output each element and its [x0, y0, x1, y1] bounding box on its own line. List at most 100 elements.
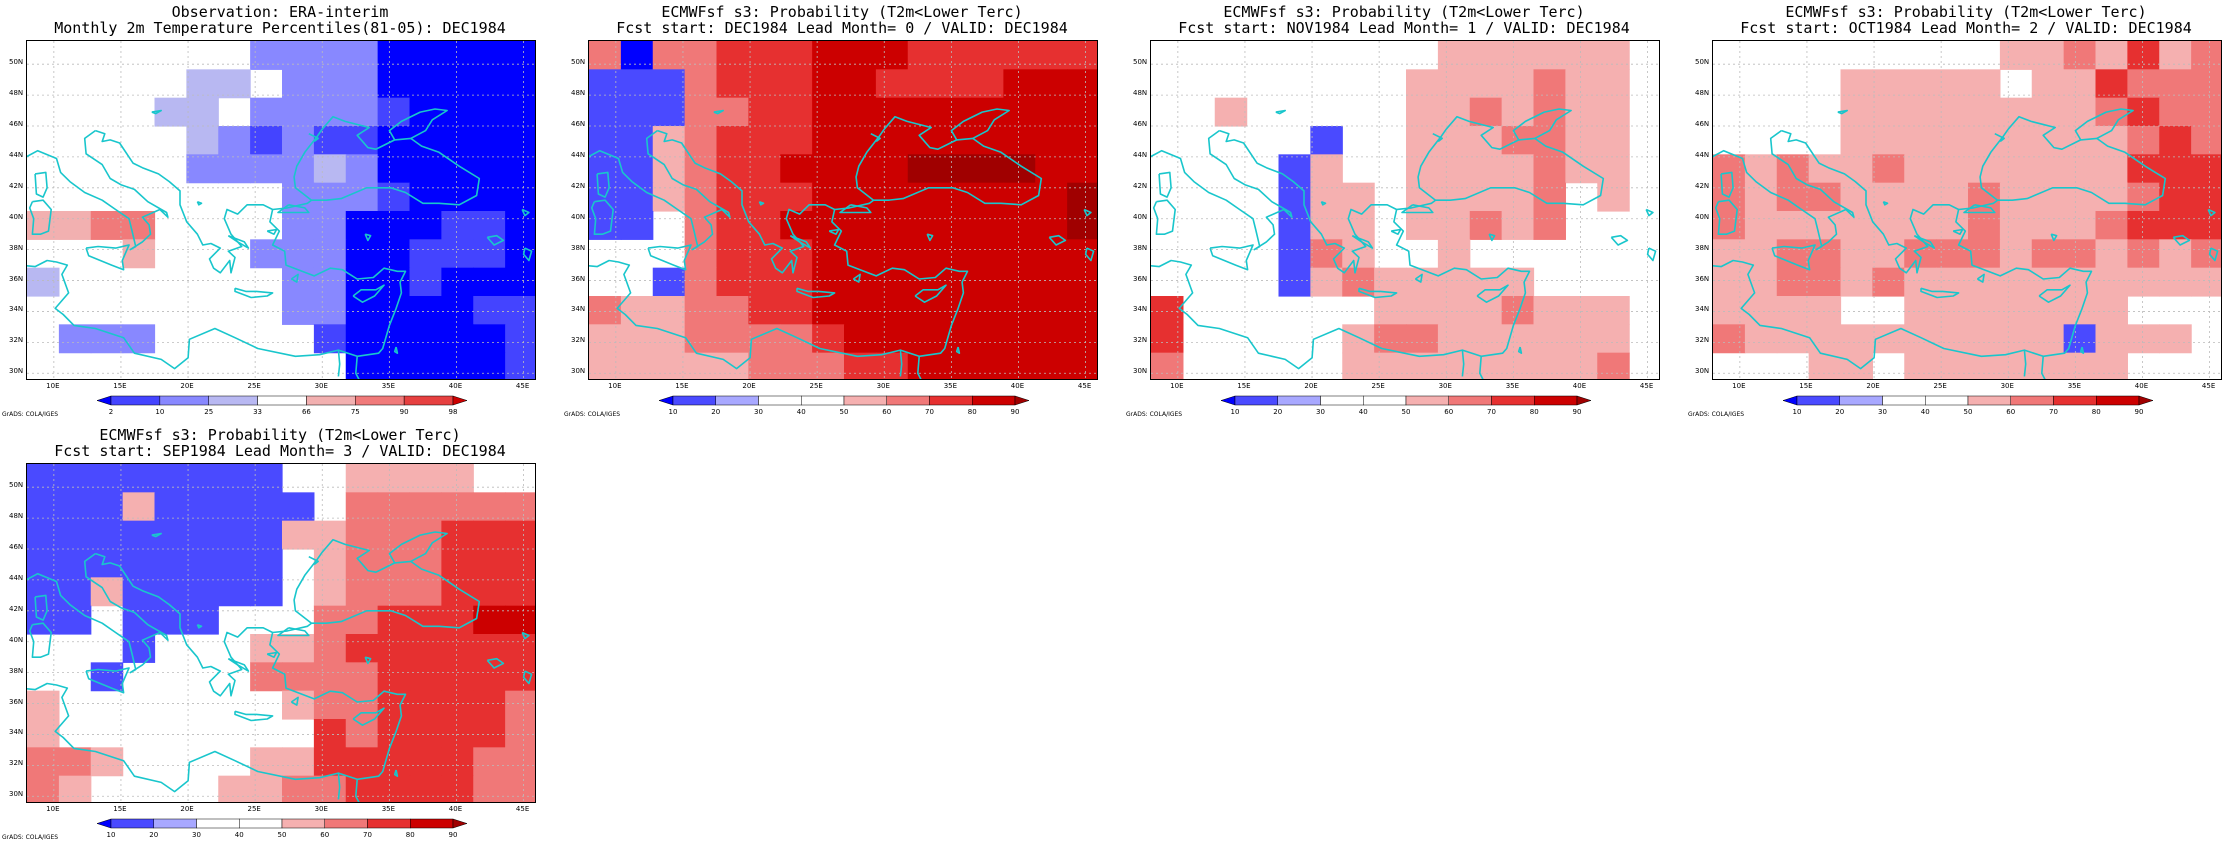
grid-cell [1342, 352, 1375, 379]
grid-cell [844, 69, 877, 99]
coastline [1512, 108, 1572, 141]
grid-cell [409, 69, 442, 99]
grid-cell [716, 41, 749, 70]
grid-cell [1067, 69, 1097, 99]
coastline [1994, 132, 2006, 143]
grid-cell [377, 775, 411, 802]
grid-cell [441, 352, 474, 379]
grid-cell [1003, 211, 1036, 240]
colorbar-swatch [281, 818, 325, 829]
coastline [2040, 356, 2046, 379]
colorbar-label: 98 [448, 408, 458, 416]
coastline [151, 532, 162, 538]
colorbar-swatch [2096, 395, 2140, 406]
grid-cell [589, 69, 622, 99]
lat-label: 44N [1133, 150, 1148, 159]
grid-cell [345, 662, 379, 692]
lat-label: 30N [571, 367, 586, 376]
colorbar-label: 70 [1487, 408, 1496, 416]
coastline [1209, 244, 1254, 271]
lon-label: 45E [515, 805, 530, 813]
colorbar-swatch [1967, 395, 2011, 406]
coastline [1837, 109, 1848, 115]
grid-cell [313, 719, 347, 748]
grid-cell [122, 492, 156, 522]
shaded-map [589, 41, 1097, 379]
grid-cell [1713, 296, 1746, 325]
grid-cell [1067, 182, 1097, 212]
map-panel-lead3: ECMWFsf s3: Probability (T2m<Lower Terc)… [0, 423, 560, 845]
grid-cell [620, 182, 654, 212]
colorbar-swatch [110, 818, 154, 829]
colorbar-swatch [1277, 395, 1321, 406]
colorbar-label: 80 [1529, 408, 1539, 416]
grid-cell [875, 182, 909, 212]
panel-title-line2: Fcst start: NOV1984 Lead Month= 1 / VALI… [1178, 19, 1630, 37]
grid-cell [1406, 126, 1439, 155]
coastline [277, 627, 310, 637]
grid-cell [1904, 352, 1937, 379]
grid-cell [2159, 239, 2192, 269]
grid-cell [186, 605, 219, 635]
colorbar-swatch [452, 395, 468, 406]
grid-cell [409, 267, 442, 297]
coastline [589, 129, 731, 251]
grads-credit: GrADS: COLA/IGES [2, 834, 59, 841]
grid-cell [1999, 211, 2033, 240]
colorbar-swatch [843, 395, 887, 406]
grid-cell [250, 41, 283, 70]
lon-label: 15E [1237, 382, 1251, 390]
grid-cell [58, 577, 92, 607]
grid-cell [1437, 154, 1471, 184]
lat-label: 38N [571, 243, 586, 252]
coastline [196, 200, 203, 206]
colorbar-label: 80 [405, 831, 415, 839]
grid-cell [1437, 126, 1471, 155]
coastline [266, 651, 278, 658]
colorbar-label: 90 [448, 831, 458, 839]
grid-cell [122, 324, 156, 354]
lon-label: 20E [1304, 382, 1318, 390]
coastline [1958, 115, 2167, 211]
grid-cell [1342, 267, 1375, 297]
colorbar-swatch [1796, 395, 1840, 406]
grads-credit: GrADS: COLA/IGES [1126, 411, 1183, 418]
grid-cell [186, 97, 219, 127]
grid-cell [1003, 182, 1036, 212]
grid-cell [1999, 296, 2033, 325]
grid-cell [409, 719, 442, 748]
grid-cell [409, 690, 442, 720]
grid-cell [716, 267, 749, 297]
coastline [1920, 287, 1960, 299]
colorbar-label: 40 [1920, 408, 1930, 416]
grid-cell [1501, 41, 1535, 70]
grid-cell [377, 634, 411, 663]
grid-cell [282, 634, 315, 663]
grid-cell [122, 464, 156, 493]
colorbar-label: 60 [2006, 408, 2016, 416]
coastline [393, 769, 399, 778]
grid-cell [684, 69, 718, 99]
panel-title-line2: Fcst start: SEP1984 Lead Month= 3 / VALI… [54, 442, 506, 460]
map-frame [1150, 40, 1660, 380]
coastline [486, 234, 505, 246]
grid-cell [441, 324, 474, 354]
grid-cell [1744, 211, 1778, 240]
grid-cell [505, 296, 535, 325]
colorbar-swatch [306, 395, 356, 406]
colorbar-swatch [1491, 395, 1535, 406]
grid-cell [505, 634, 535, 663]
grid-cell [377, 352, 411, 379]
grid-cell [684, 126, 718, 155]
grid-cell [409, 492, 442, 522]
grid-cell [780, 41, 813, 70]
colorbar-swatch [355, 395, 405, 406]
lat-label: 36N [1133, 274, 1148, 283]
grid-cell [1840, 126, 1873, 155]
grid-cell [748, 97, 781, 127]
grid-cell [1968, 352, 2001, 379]
colorbar-swatch [1448, 395, 1492, 406]
coastline [916, 356, 922, 379]
grid-cell [2095, 239, 2128, 269]
grid-cell [441, 239, 474, 269]
